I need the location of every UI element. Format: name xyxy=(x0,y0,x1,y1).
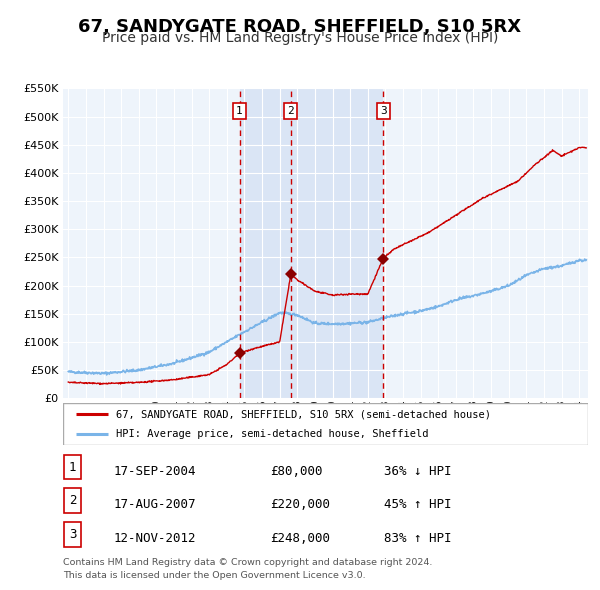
Text: 1: 1 xyxy=(69,461,76,474)
FancyBboxPatch shape xyxy=(64,489,81,513)
Text: £248,000: £248,000 xyxy=(270,532,330,545)
Text: 2: 2 xyxy=(69,494,76,507)
Text: 17-SEP-2004: 17-SEP-2004 xyxy=(114,464,197,477)
Text: HPI: Average price, semi-detached house, Sheffield: HPI: Average price, semi-detached house,… xyxy=(115,429,428,439)
Text: 1: 1 xyxy=(236,106,243,116)
Text: £80,000: £80,000 xyxy=(270,464,323,477)
Text: 45% ↑ HPI: 45% ↑ HPI xyxy=(384,498,452,511)
Text: 83% ↑ HPI: 83% ↑ HPI xyxy=(384,532,452,545)
Text: 3: 3 xyxy=(380,106,386,116)
Text: Contains HM Land Registry data © Crown copyright and database right 2024.: Contains HM Land Registry data © Crown c… xyxy=(63,558,433,567)
FancyBboxPatch shape xyxy=(64,455,81,480)
Text: £220,000: £220,000 xyxy=(270,498,330,511)
FancyBboxPatch shape xyxy=(63,403,588,445)
Text: 12-NOV-2012: 12-NOV-2012 xyxy=(114,532,197,545)
Text: 67, SANDYGATE ROAD, SHEFFIELD, S10 5RX: 67, SANDYGATE ROAD, SHEFFIELD, S10 5RX xyxy=(79,18,521,36)
Text: 2: 2 xyxy=(287,106,294,116)
Text: 36% ↓ HPI: 36% ↓ HPI xyxy=(384,464,452,477)
Text: 67, SANDYGATE ROAD, SHEFFIELD, S10 5RX (semi-detached house): 67, SANDYGATE ROAD, SHEFFIELD, S10 5RX (… xyxy=(115,409,491,419)
Text: 3: 3 xyxy=(69,528,76,541)
Text: Price paid vs. HM Land Registry's House Price Index (HPI): Price paid vs. HM Land Registry's House … xyxy=(102,31,498,45)
Text: This data is licensed under the Open Government Licence v3.0.: This data is licensed under the Open Gov… xyxy=(63,571,365,580)
FancyBboxPatch shape xyxy=(64,522,81,547)
Bar xyxy=(291,88,383,398)
Text: 17-AUG-2007: 17-AUG-2007 xyxy=(114,498,197,511)
Bar xyxy=(239,88,291,398)
